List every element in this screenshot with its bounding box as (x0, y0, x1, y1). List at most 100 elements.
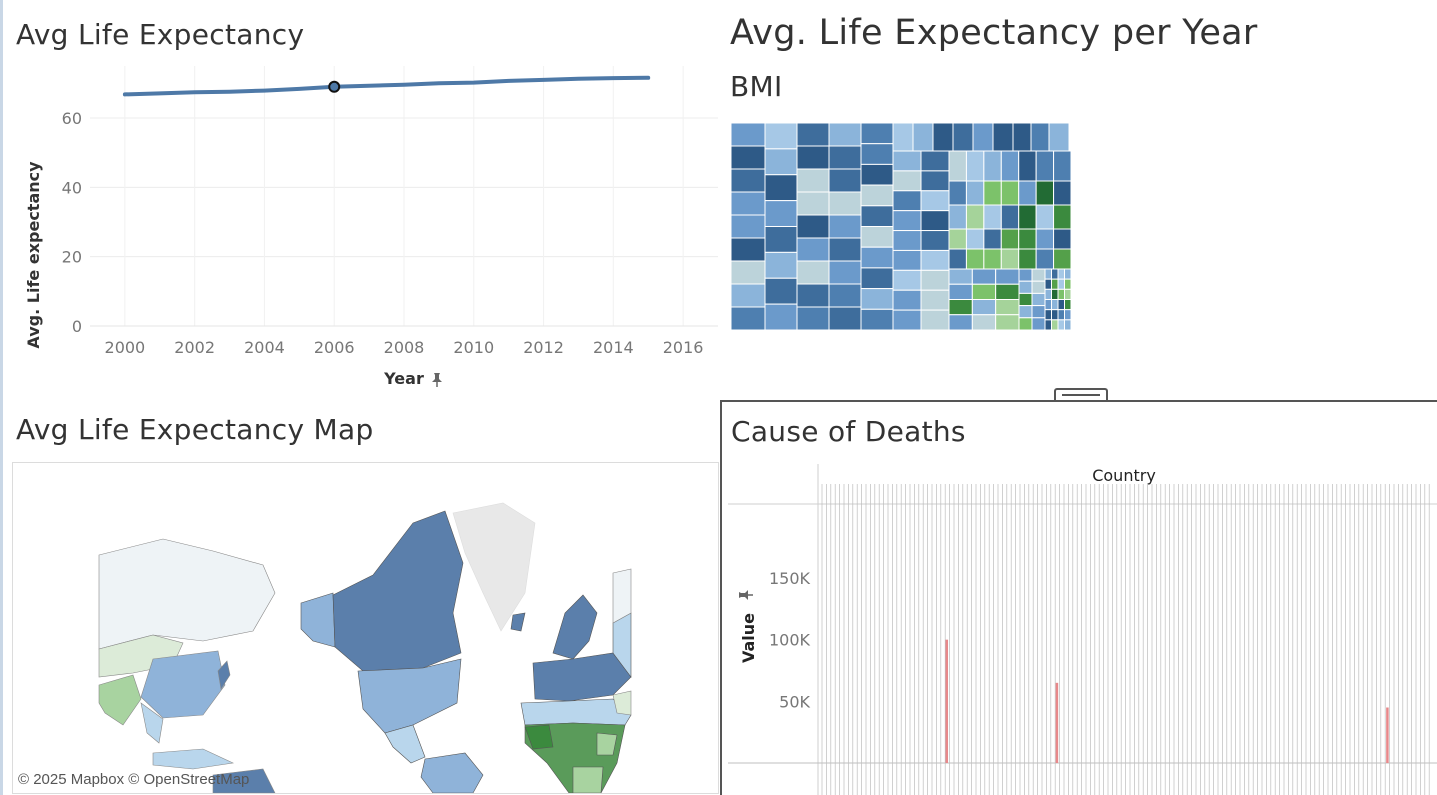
treemap-cell[interactable] (828, 214, 862, 239)
treemap-cell[interactable] (912, 123, 934, 152)
map-region-asia-east-edge[interactable] (612, 568, 632, 624)
map-region-greenland[interactable] (452, 502, 536, 632)
map-region-mexico[interactable] (384, 724, 426, 764)
treemap-cell[interactable] (1064, 278, 1072, 290)
treemap-cell[interactable] (764, 226, 798, 253)
map-region-australia[interactable] (212, 768, 276, 793)
treemap-cell[interactable] (948, 283, 973, 300)
treemap-cell[interactable] (920, 230, 950, 251)
treemap-cell[interactable] (1064, 319, 1072, 330)
life-expectancy-line-chart[interactable]: 0 20 40 60 2000 2002 2004 2006 2008 2010 2012 2014… (0, 60, 720, 395)
treemap-cell[interactable] (764, 277, 798, 305)
treemap-cell[interactable] (1030, 123, 1050, 152)
treemap-cell[interactable] (1018, 228, 1037, 250)
treemap-cell[interactable] (1064, 299, 1072, 311)
world-map[interactable] (13, 463, 718, 793)
treemap-cell[interactable] (1031, 305, 1046, 319)
map-region-uk[interactable] (510, 612, 526, 632)
y-axis-label-value[interactable]: Value (739, 613, 758, 663)
treemap-cell[interactable] (971, 314, 997, 330)
treemap-cell[interactable] (965, 180, 985, 206)
treemap-cell[interactable] (1051, 278, 1059, 290)
treemap-cell[interactable] (965, 204, 985, 230)
treemap-cell[interactable] (796, 283, 830, 308)
treemap-cell[interactable] (764, 200, 798, 227)
highlighted-country-bar[interactable] (1386, 707, 1389, 764)
treemap-cell[interactable] (1031, 292, 1046, 307)
map-region-indonesia[interactable] (152, 748, 235, 770)
treemap-cell[interactable] (731, 191, 766, 216)
treemap-cell[interactable] (948, 180, 967, 206)
treemap-cell[interactable] (1018, 180, 1037, 206)
treemap-cell[interactable] (920, 190, 950, 212)
treemap-cell[interactable] (995, 299, 1020, 316)
treemap-cell[interactable] (971, 283, 997, 300)
treemap-cell[interactable] (1051, 299, 1059, 311)
treemap-cell[interactable] (1053, 150, 1071, 182)
treemap-cell[interactable] (1000, 180, 1020, 206)
map-region-east-africa[interactable] (596, 732, 618, 756)
map-region-japan[interactable] (217, 660, 231, 690)
treemap-cell[interactable] (920, 289, 950, 311)
map-region-south-america[interactable] (420, 752, 484, 793)
treemap-cell[interactable] (1053, 180, 1071, 206)
treemap-cell[interactable] (1031, 268, 1046, 282)
treemap-cell[interactable] (731, 145, 766, 170)
cause-of-deaths-panel[interactable]: Cause of Deaths Country Value 50K 100K 150… (720, 400, 1437, 795)
treemap-cell[interactable] (920, 170, 950, 192)
treemap-cell[interactable] (892, 289, 922, 311)
treemap-cell[interactable] (948, 228, 967, 250)
treemap-cell[interactable] (796, 168, 830, 193)
treemap-cell[interactable] (1031, 280, 1046, 294)
treemap-cell[interactable] (796, 237, 830, 262)
treemap-cell[interactable] (1064, 309, 1072, 321)
treemap-cell[interactable] (731, 306, 766, 330)
treemap-cell[interactable] (1044, 288, 1052, 300)
treemap-cell[interactable] (948, 204, 967, 230)
treemap-cell[interactable] (1053, 248, 1071, 270)
map-region-scandinavia[interactable] (552, 594, 598, 660)
treemap-cell[interactable] (796, 306, 830, 330)
treemap-cell[interactable] (892, 150, 922, 172)
treemap-cell[interactable] (1000, 228, 1020, 250)
treemap-cell[interactable] (764, 148, 798, 176)
treemap-cell[interactable] (892, 269, 922, 291)
map-region-usa[interactable] (357, 658, 462, 734)
treemap-cell[interactable] (731, 168, 766, 193)
treemap-cell[interactable] (860, 184, 894, 207)
treemap-cell[interactable] (828, 168, 862, 193)
treemap-cell[interactable] (1000, 150, 1020, 182)
treemap-cell[interactable] (764, 251, 798, 279)
life-expectancy-map[interactable]: © 2025 Mapbox © OpenStreetMap (12, 462, 719, 794)
treemap-cell[interactable] (1018, 317, 1033, 330)
treemap-cell[interactable] (1051, 309, 1059, 321)
treemap-cell[interactable] (1064, 288, 1072, 300)
treemap-cell[interactable] (965, 228, 985, 250)
treemap-cell[interactable] (1057, 288, 1065, 300)
treemap-cell[interactable] (1057, 299, 1065, 311)
treemap-cell[interactable] (1035, 228, 1055, 250)
treemap-cell[interactable] (860, 267, 894, 290)
treemap-cell[interactable] (892, 309, 922, 330)
treemap-cell[interactable] (952, 123, 974, 152)
treemap-cell[interactable] (1057, 319, 1065, 330)
treemap-cell[interactable] (1018, 204, 1037, 230)
treemap-cell[interactable] (1051, 268, 1059, 280)
treemap-cell[interactable] (983, 228, 1002, 250)
treemap-cell[interactable] (1018, 305, 1033, 319)
treemap-cell[interactable] (731, 123, 766, 147)
treemap-cell[interactable] (1018, 268, 1033, 282)
treemap-cell[interactable] (892, 249, 922, 271)
treemap-cell[interactable] (948, 314, 973, 330)
treemap-cell[interactable] (796, 123, 830, 147)
highlighted-country-bar[interactable] (1055, 682, 1059, 763)
treemap-cell[interactable] (828, 283, 862, 308)
treemap-cell[interactable] (828, 237, 862, 262)
treemap-cell[interactable] (764, 123, 798, 150)
treemap-cell[interactable] (948, 268, 973, 285)
map-region-west-africa[interactable] (524, 724, 554, 750)
treemap-cell[interactable] (828, 306, 862, 330)
treemap-cell[interactable] (983, 150, 1002, 182)
map-region-alaska[interactable] (300, 592, 336, 648)
treemap-cell[interactable] (731, 214, 766, 239)
